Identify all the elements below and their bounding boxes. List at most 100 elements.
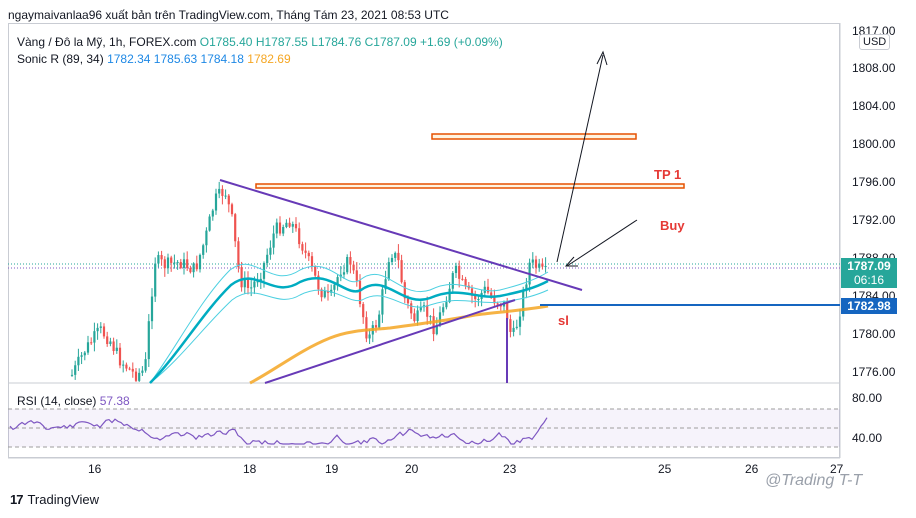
candle-body bbox=[330, 289, 333, 293]
sl-label[interactable]: sl bbox=[558, 313, 569, 328]
rsi-legend[interactable]: RSI (14, close) 57.38 bbox=[17, 394, 130, 408]
last-price-label: 1787.09 06:16 bbox=[841, 258, 897, 288]
time-tick: 23 bbox=[503, 462, 517, 476]
candle-body bbox=[317, 275, 320, 290]
candle-body bbox=[522, 290, 525, 317]
candle-body bbox=[160, 255, 163, 260]
candle-body bbox=[314, 266, 317, 276]
candle-body bbox=[90, 342, 93, 344]
price-tick: 1792.00 bbox=[852, 213, 896, 227]
indicator-legend[interactable]: Sonic R (89, 34) 1782.34 1785.63 1784.18… bbox=[17, 52, 291, 66]
ohlc-low: L1784.76 bbox=[311, 35, 362, 49]
candle-body bbox=[141, 370, 144, 373]
candle-body bbox=[234, 214, 237, 242]
ohlc-change: +1.69 (+0.09%) bbox=[420, 35, 503, 49]
candle-body bbox=[448, 288, 451, 303]
indicator-value-3: 1784.18 bbox=[200, 52, 244, 66]
sma-orange-line bbox=[249, 304, 549, 385]
candle-body bbox=[163, 259, 166, 269]
candle-body bbox=[246, 279, 250, 288]
candle-body bbox=[419, 307, 422, 311]
projection-arrow-line[interactable] bbox=[556, 54, 604, 263]
time-tick: 19 bbox=[325, 462, 339, 476]
sonic-dragon-band bbox=[149, 263, 549, 384]
candle-body bbox=[83, 352, 86, 356]
candle-body bbox=[387, 262, 390, 280]
candle-body bbox=[531, 259, 534, 263]
candle-body bbox=[166, 257, 170, 269]
candle-body bbox=[358, 280, 362, 305]
tradingview-logo[interactable]: 17 TradingView bbox=[10, 492, 99, 507]
tp1-label[interactable]: TP 1 bbox=[654, 167, 682, 182]
candle-body bbox=[157, 255, 160, 264]
candle-body bbox=[474, 295, 477, 300]
candle-body bbox=[349, 257, 352, 265]
candle-body bbox=[285, 222, 288, 228]
candle-body bbox=[208, 216, 211, 231]
candle-body bbox=[454, 265, 458, 274]
candle-body bbox=[451, 273, 454, 289]
tp1-zone[interactable] bbox=[255, 183, 685, 189]
candle-body bbox=[144, 359, 147, 371]
price-tick: 1804.00 bbox=[852, 99, 896, 113]
candle-body bbox=[243, 279, 246, 288]
candle-body bbox=[429, 316, 432, 318]
candle-body bbox=[269, 247, 272, 255]
candle-body bbox=[518, 316, 522, 327]
candle-body bbox=[288, 222, 291, 227]
time-tick: 20 bbox=[405, 462, 419, 476]
candle-body bbox=[438, 312, 442, 326]
rsi-name: RSI (14, close) bbox=[17, 394, 97, 408]
candle-body bbox=[240, 267, 243, 288]
candle-body bbox=[323, 290, 326, 298]
candle-body bbox=[189, 268, 192, 273]
rsi-tick: 40.00 bbox=[852, 431, 883, 445]
candle-body bbox=[272, 233, 275, 248]
time-tick: 16 bbox=[88, 462, 102, 476]
candle-body bbox=[384, 279, 387, 290]
last-price-value: 1787.09 bbox=[847, 259, 891, 273]
candle-body bbox=[179, 262, 182, 268]
candle-body bbox=[182, 259, 186, 268]
currency-button[interactable]: USD bbox=[859, 34, 891, 50]
candle-body bbox=[355, 270, 358, 281]
candle-body bbox=[214, 193, 218, 211]
candle-body bbox=[77, 356, 80, 366]
candle-body bbox=[150, 296, 154, 322]
rsi-pane[interactable] bbox=[8, 408, 840, 448]
channel-watermark: @Trading T-T bbox=[765, 472, 863, 489]
candle-body bbox=[138, 372, 141, 381]
candle-body bbox=[115, 347, 118, 352]
candle-body bbox=[493, 296, 496, 304]
ohlc-close: C1787.09 bbox=[364, 35, 417, 49]
lower-trendline[interactable] bbox=[264, 299, 516, 384]
buy-label[interactable]: Buy bbox=[660, 218, 685, 233]
candle-body bbox=[253, 281, 256, 288]
candle-body bbox=[509, 319, 512, 332]
candle-body bbox=[99, 326, 102, 328]
candle-body bbox=[397, 252, 400, 261]
resistance-zone-upper[interactable] bbox=[431, 133, 637, 140]
candle-body bbox=[416, 310, 419, 322]
ohlc-open: O1785.40 bbox=[199, 35, 253, 49]
candle-body bbox=[298, 228, 301, 245]
rsi-line bbox=[9, 417, 548, 445]
candle-body bbox=[186, 259, 189, 269]
indicator-value-1: 1782.34 bbox=[107, 52, 151, 66]
candle-body bbox=[426, 305, 429, 317]
candle-body bbox=[301, 244, 304, 251]
candle-body bbox=[307, 252, 310, 257]
upper-trendline[interactable] bbox=[219, 179, 583, 291]
candle-body bbox=[131, 368, 134, 372]
time-tick: 27 bbox=[830, 462, 844, 476]
candle-body bbox=[541, 263, 544, 267]
candle-body bbox=[192, 263, 195, 273]
candle-body bbox=[352, 264, 355, 271]
candle-body bbox=[211, 210, 214, 217]
buy-pointer-line[interactable] bbox=[566, 219, 638, 267]
candle-body bbox=[470, 288, 474, 296]
symbol-legend[interactable]: Vàng / Đô la Mỹ, 1h, FOREX.com O1785.40 … bbox=[17, 35, 503, 49]
candle-body bbox=[266, 254, 269, 264]
candle-body bbox=[275, 222, 278, 234]
